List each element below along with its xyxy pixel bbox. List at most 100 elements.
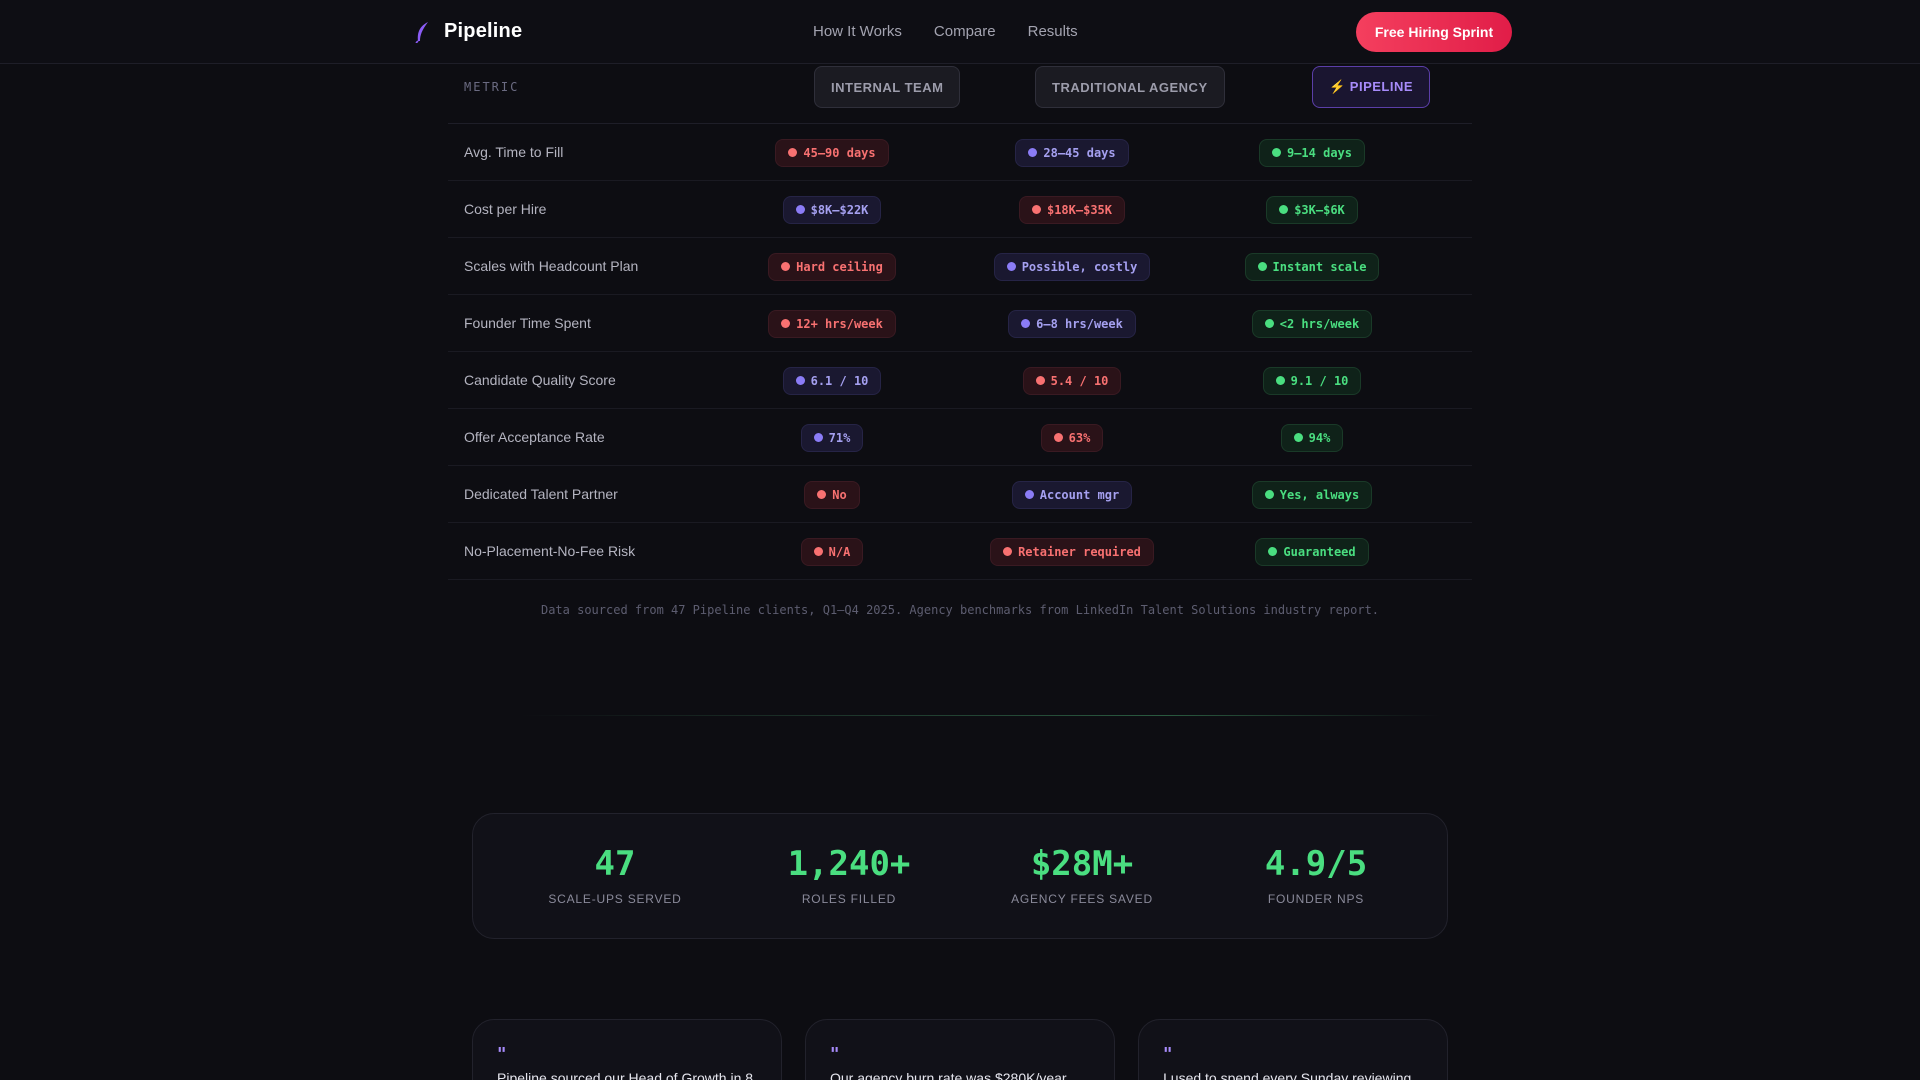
table-row: Candidate Quality Score 6.1 / 10 5.4 / 10 9…: [448, 352, 1472, 409]
badge-text: 45–90 days: [803, 145, 876, 160]
badge-text: 28–45 days: [1043, 145, 1116, 160]
table-cell: 6.1 / 10: [682, 352, 982, 409]
stat-roles-filled: 1,240+ ROLES FILLED: [732, 844, 966, 906]
status-dot-icon: [1024, 490, 1034, 499]
table-cell: 63%: [922, 409, 1222, 466]
table-row: Avg. Time to Fill 45–90 days 28–45 days 9–1…: [448, 124, 1472, 181]
badge-text: 6–8 hrs/week: [1036, 316, 1123, 331]
status-dot-icon: [813, 547, 823, 556]
table-row: No-Placement-No-Fee Risk N/A Retainer requ…: [448, 523, 1472, 580]
stat-value: $28M+: [1030, 844, 1134, 884]
badge-text: Guaranteed: [1283, 544, 1356, 559]
status-badge: 6.1 / 10: [782, 366, 882, 395]
nav-results[interactable]: Results: [1027, 23, 1078, 40]
stat-fees-saved: $28M+ AGENCY FEES SAVED: [965, 844, 1199, 906]
table-cell: $8K–$22K: [682, 181, 982, 238]
feather-icon: [415, 21, 428, 43]
badge-text: Retainer required: [1018, 544, 1141, 559]
quote-icon: ": [497, 1044, 507, 1065]
section-divider: [520, 715, 1440, 716]
table-cell: 6–8 hrs/week: [922, 295, 1222, 352]
row-label: Dedicated Talent Partner: [464, 486, 618, 502]
stat-label: FOUNDER NPS: [1267, 892, 1365, 906]
status-dot-icon: [1053, 433, 1063, 442]
row-label: Scales with Headcount Plan: [464, 258, 639, 274]
table-cell: Hard ceiling: [682, 238, 982, 295]
badge-text: 94%: [1308, 430, 1331, 445]
status-badge: $8K–$22K: [782, 195, 882, 224]
status-dot-icon: [1268, 547, 1278, 556]
badge-text: Account mgr: [1039, 487, 1120, 502]
status-dot-icon: [781, 262, 791, 271]
table-cell: Instant scale: [1162, 238, 1462, 295]
table-cell: $18K–$35K: [922, 181, 1222, 238]
status-badge: <2 hrs/week: [1251, 309, 1373, 338]
status-badge: N/A: [800, 537, 864, 566]
status-badge: $18K–$35K: [1018, 195, 1126, 224]
column-internal-team: INTERNAL TEAM: [814, 66, 961, 108]
badge-text: $3K–$6K: [1294, 202, 1345, 217]
status-dot-icon: [1021, 319, 1031, 328]
badge-text: 12+ hrs/week: [796, 316, 883, 331]
nav-how-it-works[interactable]: How It Works: [813, 23, 902, 40]
testimonial-card: " Our agency burn rate was $280K/year: [805, 1019, 1115, 1080]
status-dot-icon: [795, 205, 805, 214]
row-label: No-Placement-No-Fee Risk: [464, 543, 636, 559]
table-cell: 94%: [1162, 409, 1462, 466]
free-hiring-sprint-button[interactable]: Free Hiring Sprint: [1356, 12, 1512, 52]
badge-text: 5.4 / 10: [1050, 373, 1109, 388]
brand[interactable]: Pipeline: [414, 20, 522, 43]
table-cell: No: [682, 466, 982, 523]
status-badge: Account mgr: [1011, 480, 1133, 509]
status-badge: Yes, always: [1251, 480, 1373, 509]
nav-compare[interactable]: Compare: [933, 23, 996, 40]
badge-text: 63%: [1068, 430, 1091, 445]
stat-label: AGENCY FEES SAVED: [1011, 892, 1153, 906]
row-label: Avg. Time to Fill: [464, 144, 564, 160]
table-row: Dedicated Talent Partner No Account mgr Yes…: [448, 466, 1472, 523]
badge-text: N/A: [828, 544, 851, 559]
status-dot-icon: [781, 319, 791, 328]
badge-text: Hard ceiling: [796, 259, 883, 274]
testimonial-card: " Pipeline sourced our Head of Growth in…: [472, 1019, 782, 1080]
table-row: Scales with Headcount Plan Hard ceiling Po…: [448, 238, 1472, 295]
column-pipeline: ⚡ PIPELINE: [1312, 66, 1431, 108]
quote-icon: ": [830, 1044, 840, 1065]
table-row: Offer Acceptance Rate 71% 63% 94%: [448, 409, 1472, 466]
status-dot-icon: [1006, 262, 1016, 271]
row-label: Cost per Hire: [464, 201, 547, 217]
status-badge: 12+ hrs/week: [768, 309, 896, 338]
status-dot-icon: [795, 376, 805, 385]
row-label: Candidate Quality Score: [464, 372, 616, 388]
row-label: Offer Acceptance Rate: [464, 429, 605, 445]
site-header: Pipeline How It Works Compare Results Fr…: [0, 0, 1920, 64]
badge-text: $18K–$35K: [1046, 202, 1113, 217]
table-cell: Retainer required: [922, 523, 1222, 580]
stat-value: 47: [594, 844, 636, 884]
status-dot-icon: [1031, 205, 1041, 214]
badge-text: 71%: [828, 430, 851, 445]
status-badge: 9.1 / 10: [1262, 366, 1362, 395]
stat-value: 4.9/5: [1264, 844, 1368, 884]
status-dot-icon: [1264, 319, 1274, 328]
testimonial-text: I used to spend every Sunday reviewing: [1163, 1070, 1412, 1080]
status-badge: Guaranteed: [1255, 537, 1369, 566]
table-cell: $3K–$6K: [1162, 181, 1462, 238]
status-dot-icon: [1275, 376, 1285, 385]
table-cell: 45–90 days: [682, 124, 982, 181]
status-badge: No: [804, 480, 860, 509]
testimonial-text: Pipeline sourced our Head of Growth in 8: [497, 1070, 754, 1080]
badge-text: Possible, costly: [1021, 259, 1138, 274]
table-cell: Guaranteed: [1162, 523, 1462, 580]
status-dot-icon: [1264, 490, 1274, 499]
status-dot-icon: [1279, 205, 1289, 214]
status-dot-icon: [813, 433, 823, 442]
status-badge: 45–90 days: [775, 138, 889, 167]
stats-panel: 47 SCALE-UPS SERVED 1,240+ ROLES FILLED …: [472, 813, 1448, 939]
data-source-note: Data sourced from 47 Pipeline clients, Q…: [540, 603, 1380, 617]
status-badge: 63%: [1040, 423, 1104, 452]
table-cell: Yes, always: [1162, 466, 1462, 523]
stat-scale-ups: 47 SCALE-UPS SERVED: [498, 844, 732, 906]
table-row: Founder Time Spent 12+ hrs/week 6–8 hrs/we…: [448, 295, 1472, 352]
status-badge: 6–8 hrs/week: [1008, 309, 1136, 338]
